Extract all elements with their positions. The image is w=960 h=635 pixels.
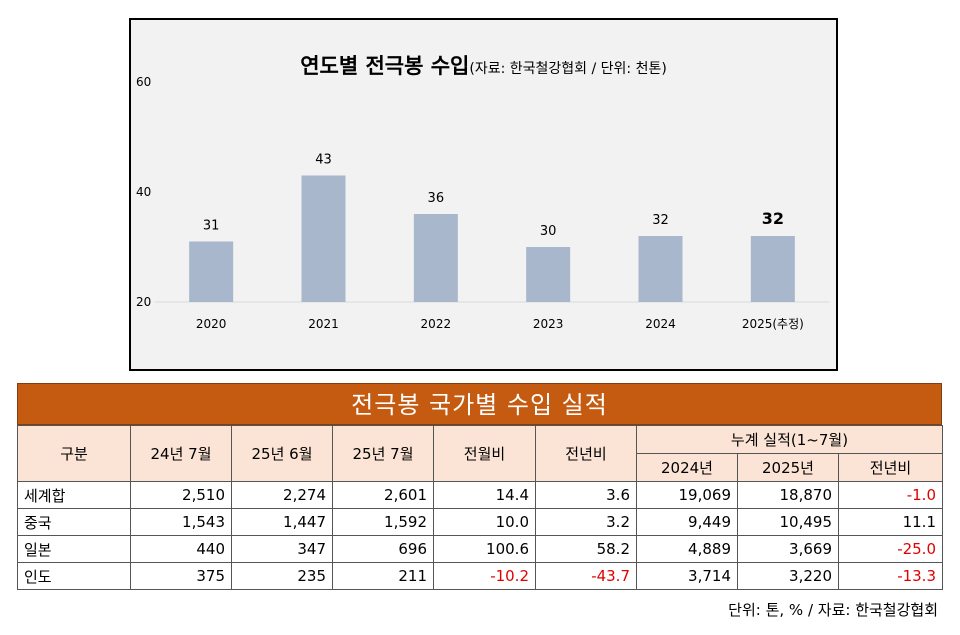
header-25-jun: 25년 6월 [231, 425, 333, 482]
row-country-name: 세계합 [17, 481, 131, 509]
y-tick-label: 40 [136, 185, 151, 199]
table-cell: 100.6 [433, 535, 536, 563]
table-cell: 696 [332, 535, 434, 563]
table-cell: 235 [231, 562, 333, 590]
table-cell: 4,889 [636, 535, 738, 563]
x-tick-label: 2022 [421, 317, 452, 331]
header-cum-yoy: 전년비 [838, 453, 943, 482]
table-cell: 19,069 [636, 481, 738, 509]
table-row: 중국 1,543 1,447 1,592 10.0 3.2 9,449 10,495 11.1 [17, 508, 943, 536]
header-yoy: 전년비 [535, 425, 637, 482]
header-24-jul: 24년 7월 [130, 425, 232, 482]
chart-title-source: (자료: 한국철강협회 / 단위: 천톤) [469, 61, 667, 77]
table-cell: 2,510 [130, 481, 232, 509]
bar [301, 175, 346, 302]
import-table-section: 전극봉 국가별 수입 실적 구분 24년 7월 25년 6월 25년 7월 전월… [17, 383, 943, 590]
table-cell: 2,274 [231, 481, 333, 509]
x-tick-label: 2024 [645, 317, 676, 331]
chart-title-main: 연도별 전극봉 수입 [300, 54, 470, 78]
x-tick-label: 2021 [308, 317, 339, 331]
y-tick-label: 20 [136, 295, 151, 309]
table-cell: -25.0 [838, 535, 943, 563]
table-cell: 3,714 [636, 562, 738, 590]
chart-title: 연도별 전극봉 수입(자료: 한국철강협회 / 단위: 천톤) [131, 50, 836, 80]
chart-panel: 연도별 전극봉 수입(자료: 한국철강협회 / 단위: 천톤) 20 40 60 31… [129, 18, 838, 371]
table-row: 세계합 2,510 2,274 2,601 14.4 3.6 19,069 18,870 -1.… [17, 481, 943, 509]
row-country-name: 인도 [17, 562, 131, 590]
table-cell: 347 [231, 535, 333, 563]
table-cell: 440 [130, 535, 232, 563]
x-tick-label: 2023 [533, 317, 564, 331]
table-title: 전극봉 국가별 수입 실적 [17, 383, 942, 425]
table-cell: 3.2 [535, 508, 637, 536]
table-cell: 375 [130, 562, 232, 590]
import-table: 구분 24년 7월 25년 6월 25년 7월 전월비 전년비 누계 실적(1~… [17, 425, 943, 590]
bar [413, 214, 458, 302]
header-cumulative: 누계 실적(1~7월) [636, 425, 943, 454]
table-cell: 1,447 [231, 508, 333, 536]
header-category: 구분 [17, 425, 131, 482]
table-cell: 9,449 [636, 508, 738, 536]
table-cell: 18,870 [737, 481, 839, 509]
bar [638, 236, 683, 302]
bar [189, 241, 234, 302]
table-row: 인도 375 235 211 -10.2 -43.7 3,714 3,220 -13.3 [17, 562, 943, 590]
table-cell: -10.2 [433, 562, 536, 590]
table-cell: 3,220 [737, 562, 839, 590]
x-tick-label: 2020 [196, 317, 227, 331]
table-cell: 10,495 [737, 508, 839, 536]
table-cell: 11.1 [838, 508, 943, 536]
data-label: 32 [762, 209, 784, 228]
data-label: 43 [315, 153, 332, 168]
data-label: 31 [203, 219, 220, 234]
y-tick-label: 60 [136, 75, 151, 89]
row-country-name: 일본 [17, 535, 131, 563]
header-cum-2025: 2025년 [737, 453, 839, 482]
data-label: 32 [652, 213, 669, 228]
table-cell: -1.0 [838, 481, 943, 509]
bar-chart: 20 40 60 31 2020 43 2021 36 2022 30 2023 32 2024 32 20… [136, 75, 829, 331]
header-mom: 전월비 [433, 425, 536, 482]
table-cell: -13.3 [838, 562, 943, 590]
data-label: 36 [428, 191, 445, 206]
row-country-name: 중국 [17, 508, 131, 536]
table-row: 일본 440 347 696 100.6 58.2 4,889 3,669 -25.0 [17, 535, 943, 563]
bar [526, 247, 571, 302]
header-25-jul: 25년 7월 [332, 425, 434, 482]
table-cell: 2,601 [332, 481, 434, 509]
table-cell: 14.4 [433, 481, 536, 509]
table-cell: -43.7 [535, 562, 637, 590]
table-cell: 58.2 [535, 535, 637, 563]
table-cell: 1,543 [130, 508, 232, 536]
table-body: 세계합 2,510 2,274 2,601 14.4 3.6 19,069 18,870 -1.… [17, 481, 943, 590]
table-cell: 1,592 [332, 508, 434, 536]
table-cell: 10.0 [433, 508, 536, 536]
table-cell: 211 [332, 562, 434, 590]
footnote: 단위: 톤, % / 자료: 한국철강협회 [728, 601, 938, 619]
table-cell: 3,669 [737, 535, 839, 563]
header-cum-2024: 2024년 [636, 453, 738, 482]
table-cell: 3.6 [535, 481, 637, 509]
x-tick-label: 2025(추정) [742, 317, 804, 331]
data-label: 30 [540, 224, 557, 239]
bar [750, 236, 795, 302]
